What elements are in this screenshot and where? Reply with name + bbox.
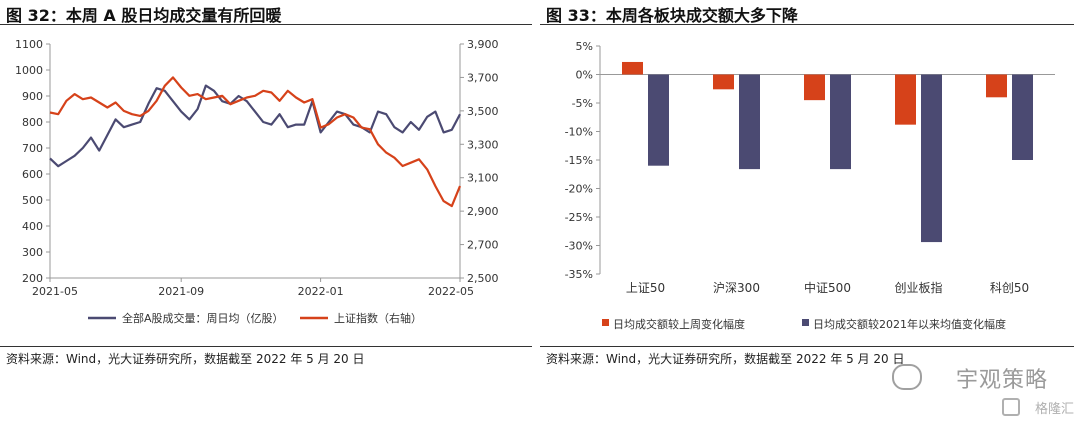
left-y-tick-label: 1000 [15, 64, 43, 77]
right-y-tick-label: 3,100 [467, 172, 499, 185]
left-y-tick-label: 200 [22, 272, 43, 285]
left-figure-title: 图 32：本周 A 股日均成交量有所回暖 [6, 6, 282, 25]
category-label: 上证50 [626, 281, 665, 295]
right-y-tick-label: 2,500 [467, 272, 499, 285]
bar-weekly-change [804, 74, 825, 101]
right-y-tick-label: 3,300 [467, 138, 499, 151]
y-tick-label: -15% [565, 154, 593, 167]
legend-label: 日均成交额较上周变化幅度 [613, 317, 745, 331]
bar-vs-2021-average [921, 74, 942, 243]
watermark-text: 宇观策略 [955, 368, 1048, 393]
x-tick-label: 2021-09 [158, 285, 204, 298]
left-y-tick-label: 600 [22, 168, 43, 181]
right-y-tick-label: 2,700 [467, 239, 499, 252]
wechat-icon [892, 364, 922, 390]
left-source-note: 资料来源：Wind，光大证券研究所，数据截至 2022 年 5 月 20 日 [6, 352, 365, 366]
y-tick-label: 5% [576, 40, 593, 53]
left-y-tick-label: 1100 [15, 38, 43, 51]
y-tick-label: -5% [572, 97, 593, 110]
right-title-rule [540, 24, 1074, 25]
category-label: 创业板指 [894, 280, 942, 295]
series-line-volume [49, 84, 461, 168]
series-line-index [49, 76, 462, 208]
bar-vs-2021-average [739, 74, 760, 170]
left-y-tick-label: 400 [22, 220, 43, 233]
line-chart: 200 300 400 500 600 700 800 900 1000 1100 2,500 2,7… [15, 38, 499, 325]
right-figure-title: 图 33：本周各板块成交额大多下降 [546, 6, 798, 25]
bar-chart: -35% -30% -25% -20% -15% -10% -5% 0% 5% 上证50 沪深300… [565, 40, 1055, 331]
bar-weekly-change [713, 74, 734, 90]
left-title-rule [0, 24, 532, 25]
left-y-tick-label: 900 [22, 90, 43, 103]
bar-vs-2021-average [1012, 74, 1033, 160]
legend-swatch [602, 319, 609, 326]
right-source-note: 资料来源：Wind，光大证券研究所，数据截至 2022 年 5 月 20 日 [546, 352, 905, 366]
legend-swatch [802, 319, 809, 326]
left-figure: 图 32：本周 A 股日均成交量有所回暖 200 300 400 500 600 700 8… [0, 6, 532, 366]
right-source-rule [540, 346, 1074, 347]
bar-weekly-change [895, 74, 916, 125]
x-tick-label: 2022-05 [428, 285, 474, 298]
y-tick-label: -35% [565, 268, 593, 281]
left-y-tick-label: 300 [22, 246, 43, 259]
category-label: 科创50 [990, 281, 1029, 295]
y-tick-label: -10% [565, 126, 593, 139]
legend-label: 日均成交额较2021年以来均值变化幅度 [813, 317, 1006, 331]
gelonghui-logo-icon [1002, 398, 1020, 416]
y-tick-label: -20% [565, 183, 593, 196]
x-tick-label: 2021-05 [32, 285, 78, 298]
left-source-rule [0, 346, 532, 347]
right-y-tick-label: 2,900 [467, 205, 499, 218]
watermark-sub: 格隆汇 [1034, 402, 1074, 417]
legend-label: 上证指数（右轴） [334, 311, 422, 325]
x-tick-label: 2022-01 [298, 285, 344, 298]
category-label: 沪深300 [713, 281, 760, 295]
category-label: 中证500 [804, 280, 851, 295]
right-y-tick-label: 3,900 [467, 38, 499, 51]
right-y-tick-label: 3,700 [467, 71, 499, 84]
y-tick-label: -30% [565, 240, 593, 253]
bar-vs-2021-average [830, 74, 851, 170]
left-y-tick-label: 800 [22, 116, 43, 129]
right-y-tick-label: 3,500 [467, 105, 499, 118]
legend-label: 全部A股成交量：周日均（亿股） [122, 311, 284, 325]
y-tick-label: 0% [576, 69, 593, 82]
bar-vs-2021-average [648, 74, 669, 166]
y-tick-label: -25% [565, 211, 593, 224]
bar-weekly-change [622, 61, 643, 75]
left-y-tick-label: 500 [22, 194, 43, 207]
bar-weekly-change [986, 74, 1007, 98]
left-y-tick-label: 700 [22, 142, 43, 155]
right-figure: 图 33：本周各板块成交额大多下降 -35% -30% -25% -20% -15% -1… [540, 0, 1080, 422]
